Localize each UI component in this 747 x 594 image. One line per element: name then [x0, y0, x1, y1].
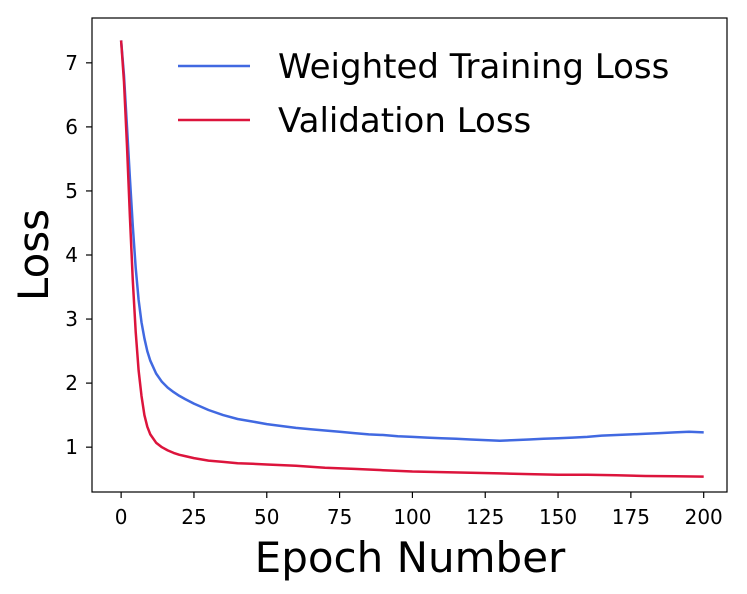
y-tick-label: 7 — [65, 51, 78, 75]
x-tick-label: 0 — [115, 505, 128, 529]
y-tick-label: 2 — [65, 371, 78, 395]
x-tick-label: 50 — [254, 505, 279, 529]
plot-frame — [91, 17, 728, 493]
y-tick-label: 1 — [65, 435, 78, 459]
x-tick-label: 125 — [466, 505, 504, 529]
x-axis-ticks: 0 25 50 75 100 125 150 175 200 — [115, 492, 723, 529]
x-tick-label: 150 — [539, 505, 577, 529]
x-tick-label: 175 — [612, 505, 650, 529]
plot-lines — [119, 40, 704, 478]
training-loss-line — [119, 40, 704, 443]
x-axis-label: Epoch Number — [255, 533, 566, 582]
y-tick-label: 6 — [65, 115, 78, 139]
y-tick-label: 4 — [65, 243, 78, 267]
x-tick-label: 75 — [327, 505, 352, 529]
legend-label: Validation Loss — [278, 101, 531, 141]
legend-label: Weighted Training Loss — [278, 47, 669, 87]
y-tick-label: 3 — [65, 307, 78, 331]
y-axis-label: Loss — [9, 209, 58, 301]
validation-loss-line — [119, 40, 704, 478]
legend: Weighted Training Loss Validation Loss — [178, 47, 669, 141]
x-tick-label: 100 — [393, 505, 431, 529]
y-tick-label: 5 — [65, 179, 78, 203]
x-tick-label: 200 — [685, 505, 723, 529]
y-axis-ticks: 1 2 3 4 5 6 7 — [65, 51, 92, 459]
x-tick-label: 25 — [181, 505, 206, 529]
